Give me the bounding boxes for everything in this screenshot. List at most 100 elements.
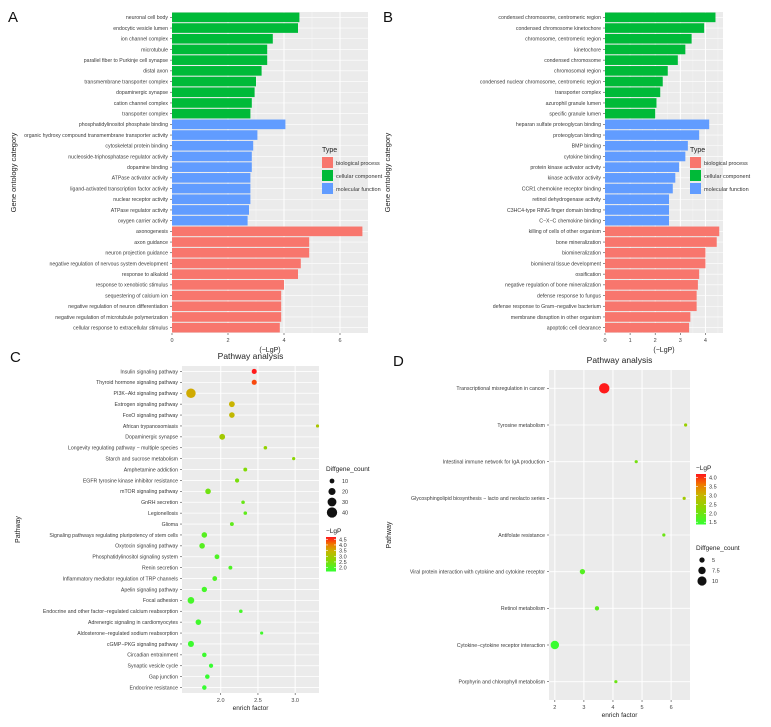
bar <box>605 151 686 162</box>
y-axis-label: Gene ontology category <box>9 132 18 212</box>
size-legend-label: 5 <box>712 558 715 564</box>
y-tick-label: African trypanosomiasis <box>123 424 178 430</box>
data-point <box>260 631 264 635</box>
size-legend-title: Diffgene_count <box>696 545 740 552</box>
data-point <box>205 488 211 495</box>
y-tick-label: killing of cells of other organism <box>529 229 601 235</box>
color-legend-bar <box>696 519 706 521</box>
x-tick-label: 2.0 <box>217 698 225 704</box>
bar <box>172 66 262 76</box>
bar <box>605 237 717 247</box>
x-axis-label: enrich factor <box>602 712 639 719</box>
plot-background <box>172 12 368 333</box>
y-tick-label: transmembrane transporter complex <box>84 79 168 85</box>
color-legend-bar <box>696 520 706 522</box>
color-legend-bar <box>696 487 706 490</box>
data-point <box>594 606 600 611</box>
y-tick-label: ATPase regulator activity <box>111 208 169 214</box>
x-tick-label: 6 <box>338 338 341 344</box>
color-legend-label: 2.0 <box>709 511 717 517</box>
y-tick-label: Tyrosine metabolism <box>497 423 545 429</box>
y-tick-label: ossification <box>575 272 601 278</box>
y-tick-label: Phosphatidylinositol signaling system <box>92 555 178 561</box>
bar <box>172 269 298 279</box>
y-tick-label: Signaling pathways regulating pluripoten… <box>49 533 178 539</box>
data-point <box>201 532 208 538</box>
bar <box>172 87 255 98</box>
bar <box>605 322 690 333</box>
bar <box>605 215 670 226</box>
color-legend-bar <box>696 490 706 492</box>
bar <box>172 312 282 322</box>
y-tick-label: nuclear receptor activity <box>113 197 168 203</box>
color-legend-title: −LgP <box>326 528 341 535</box>
bar <box>172 247 310 258</box>
size-legend-label: 40 <box>342 511 348 517</box>
color-legend-bar <box>696 507 706 510</box>
bar <box>605 226 720 237</box>
color-legend-label: 4.5 <box>339 537 347 543</box>
y-tick-label: retinol dehydrogenase activity <box>532 197 601 203</box>
size-legend-label: 30 <box>342 500 348 506</box>
color-legend-bar <box>696 489 706 491</box>
y-tick-label: heparan sulfate proteoglycan binding <box>516 122 601 128</box>
x-tick-label: 1 <box>629 338 632 344</box>
y-tick-label: defense response to fungus <box>537 293 601 299</box>
bar <box>172 98 252 108</box>
color-legend-bar <box>696 480 706 482</box>
chart-title: Pathway analysis <box>587 355 653 365</box>
bar <box>172 205 249 215</box>
y-tick-label: Endocrine and other factor−regulated cal… <box>43 609 178 615</box>
data-point <box>243 511 248 515</box>
color-legend-bar <box>326 570 336 572</box>
color-legend-bar <box>696 475 706 477</box>
y-tick-label: cytoskeletal protein binding <box>105 144 168 150</box>
plot-background <box>182 366 319 693</box>
bar <box>605 183 673 194</box>
x-tick-label: 3 <box>679 338 682 344</box>
color-legend-bar <box>696 509 706 511</box>
color-legend-label: 3.5 <box>339 549 347 555</box>
data-point <box>195 619 202 625</box>
data-point <box>251 379 257 385</box>
x-tick-label: 5 <box>640 705 643 711</box>
y-tick-label: neuronal cell body <box>126 15 169 21</box>
data-point <box>614 680 618 684</box>
bar <box>172 322 280 333</box>
color-legend-label: 2.0 <box>339 566 347 572</box>
color-legend-bar <box>326 564 336 566</box>
data-point <box>579 569 586 575</box>
x-tick-label: 0 <box>170 338 173 344</box>
x-tick-label: 2 <box>654 338 657 344</box>
y-tick-label: endocytic vesicle lumen <box>113 26 168 32</box>
data-point <box>219 433 226 440</box>
y-tick-label: Adrenergic signaling in cardiomyocytes <box>88 620 178 626</box>
color-legend-bar <box>326 556 336 558</box>
legend-label: molecular function <box>704 187 749 193</box>
color-legend-bar <box>326 555 336 558</box>
color-legend-bar <box>326 561 336 563</box>
x-axis-label: (−LgP) <box>653 347 674 354</box>
y-tick-label: FoxO signaling pathway <box>123 413 179 419</box>
y-tick-label: dopaminergic synapse <box>116 90 168 96</box>
y-tick-label: Estrogen signaling pathway <box>115 402 179 408</box>
bar <box>605 12 716 23</box>
data-point <box>315 424 320 428</box>
color-legend-label: 4.0 <box>339 543 347 549</box>
y-tick-label: Antifolate resistance <box>498 533 545 539</box>
y-tick-label: Insulin signaling pathway <box>120 369 178 375</box>
x-tick-label: 6 <box>670 705 673 711</box>
color-legend-bar <box>326 550 336 552</box>
bar <box>172 237 310 247</box>
y-tick-label: Glioma <box>162 522 179 528</box>
y-tick-label: Oxytocin signaling pathway <box>115 544 178 550</box>
x-tick-label: 2 <box>553 705 556 711</box>
size-legend-label: 10 <box>712 579 718 585</box>
y-tick-label: negative regulation of microtubule polym… <box>55 315 168 321</box>
color-legend-bar <box>696 482 706 485</box>
data-point <box>212 576 218 581</box>
color-legend-bar <box>326 542 336 544</box>
bar <box>605 140 688 151</box>
color-legend-bar <box>326 544 336 546</box>
x-tick-label: 4 <box>282 338 285 344</box>
